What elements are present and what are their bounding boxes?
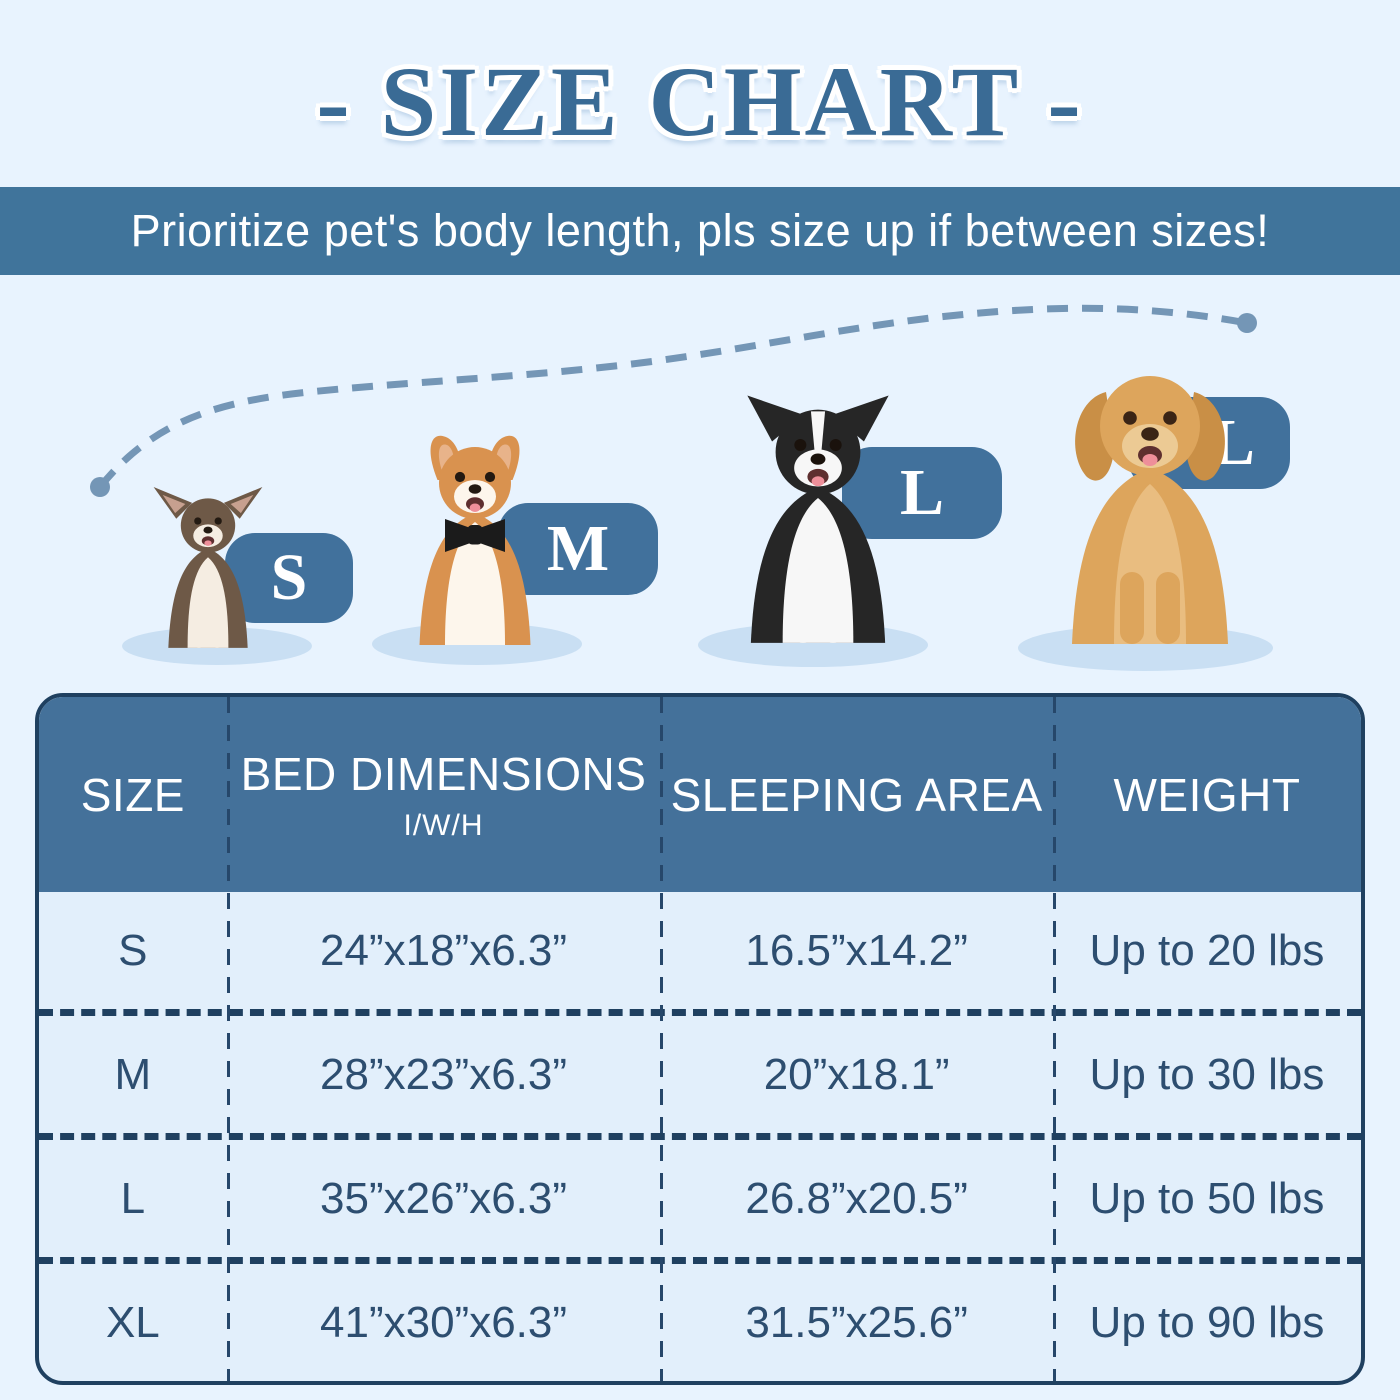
column-header-sublabel: I/W/H [403,808,484,842]
cell-size: XL [105,1297,160,1347]
size-progression-dashed-curve-icon [90,304,1257,497]
column-header-size: SIZE [39,697,227,892]
size-badge-s: S [225,533,353,623]
cell-sleeping-area: 20”x18.1” [763,1049,950,1099]
table-row-s: S 24”x18”x6.3” 16.5”x14.2” Up to 20 lbs [39,892,1361,1009]
sizing-advice-text: Prioritize pet's body length, pls size u… [130,205,1270,256]
column-header-label: WEIGHT [1113,768,1301,821]
size-badge-label: S [270,541,308,614]
chihuahua-illustration-icon [140,487,276,657]
size-table-header-row: SIZE BED DIMENSIONS I/W/H SLEEPING AREA … [39,697,1361,892]
cell-bed-dimensions: 28”x23”x6.3” [320,1049,568,1099]
size-badge-l: L [842,447,1002,539]
column-header-bed-dimensions: BED DIMENSIONS I/W/H [227,697,661,892]
golden-retriever-illustration-icon [1030,360,1270,660]
cell-weight: Up to 50 lbs [1089,1173,1325,1223]
column-header-label: SLEEPING AREA [670,768,1043,821]
cell-weight: Up to 30 lbs [1089,1049,1325,1099]
page-title: - SIZE CHART - [316,46,1084,157]
cell-weight: Up to 20 lbs [1089,925,1325,975]
cell-bed-dimensions: 41”x30”x6.3” [320,1297,568,1347]
dog-size-stage: S M L XL [0,275,1400,687]
cell-bed-dimensions: 24”x18”x6.3” [320,925,568,975]
size-badge-label: L [899,456,945,529]
cell-size: S [118,925,148,975]
cell-size: M [114,1049,152,1099]
cell-size: L [120,1173,146,1223]
column-header-label: BED DIMENSIONS [240,747,647,800]
cell-weight: Up to 90 lbs [1089,1297,1325,1347]
size-table: SIZE BED DIMENSIONS I/W/H SLEEPING AREA … [35,693,1365,1385]
cell-bed-dimensions: 35”x26”x6.3” [320,1173,568,1223]
size-badge-label: M [546,512,610,585]
size-badge-m: M [498,503,658,595]
cell-sleeping-area: 31.5”x25.6” [745,1297,968,1347]
table-row-m: M 28”x23”x6.3” 20”x18.1” Up to 30 lbs [39,1009,1361,1133]
column-header-weight: WEIGHT [1053,697,1361,892]
column-header-sleeping-area: SLEEPING AREA [660,697,1053,892]
cell-sleeping-area: 26.8”x20.5” [745,1173,968,1223]
sizing-advice-banner: Prioritize pet's body length, pls size u… [0,187,1400,275]
corgi-illustration-icon [385,432,565,657]
table-row-l: L 35”x26”x6.3” 26.8”x20.5” Up to 50 lbs [39,1133,1361,1257]
table-row-xl: XL 41”x30”x6.3” 31.5”x25.6” Up to 90 lbs [39,1257,1361,1381]
cell-sleeping-area: 16.5”x14.2” [745,925,968,975]
column-header-label: SIZE [80,768,185,821]
border-collie-illustration-icon [712,392,924,657]
